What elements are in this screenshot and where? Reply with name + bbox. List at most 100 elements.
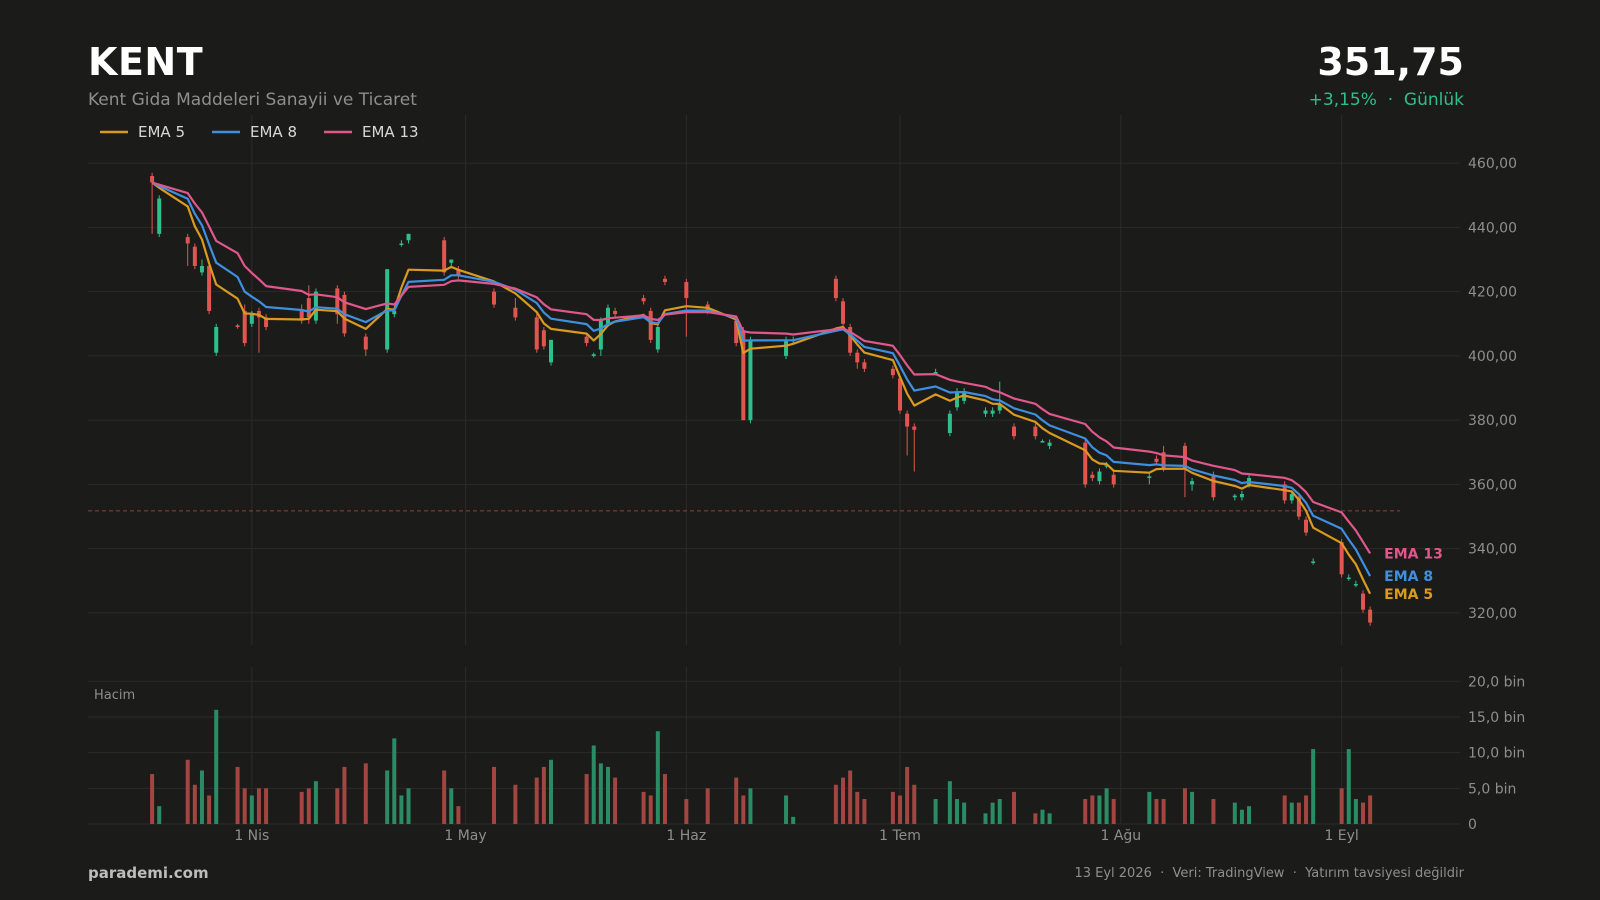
volume-bar: [1346, 749, 1351, 824]
volume-bar: [662, 774, 667, 824]
volume-bar: [591, 745, 596, 824]
candle-body: [1289, 494, 1294, 501]
volume-bar: [534, 777, 539, 824]
company-name: Kent Gida Maddeleri Sanayii ve Ticaret: [88, 90, 417, 110]
candle-body: [648, 310, 653, 340]
footer-separator: ·: [1284, 866, 1306, 881]
candle-body: [442, 240, 447, 273]
volume-bar: [955, 799, 960, 824]
candle-body: [242, 310, 247, 344]
candle-body: [249, 314, 254, 324]
timeframe-label: Günlük: [1403, 90, 1464, 110]
volume-bar: [1247, 806, 1252, 824]
volume-bar: [705, 788, 710, 824]
volume-bar: [256, 788, 261, 824]
volume-bar: [1304, 795, 1309, 824]
legend-label: EMA 5: [138, 123, 185, 141]
candle-body: [734, 320, 739, 344]
time-tick-label: 1 Ağu: [1100, 828, 1141, 844]
volume-bar: [1011, 791, 1016, 824]
footer-source: Veri: TradingView: [1172, 866, 1285, 881]
ema-end-label: EMA 8: [1384, 569, 1433, 585]
volume-tick-label: 15,0 bin: [1468, 710, 1525, 726]
volume-bar: [1111, 799, 1116, 824]
candle-body: [1296, 497, 1301, 517]
candle-body: [947, 413, 952, 433]
candle-body: [185, 237, 190, 244]
volume-bar: [912, 784, 917, 824]
volume-bar: [933, 799, 938, 824]
candle-body: [1190, 481, 1195, 485]
candle-body: [1282, 484, 1287, 501]
candle-body: [513, 307, 518, 318]
volume-bar: [264, 788, 269, 824]
price-tick-label: 380,00: [1468, 413, 1517, 429]
volume-bar: [833, 784, 838, 824]
candle-body: [299, 310, 304, 321]
volume-bar: [1232, 802, 1237, 824]
volume-bar: [249, 795, 254, 824]
candle-body: [264, 317, 269, 327]
candle-body: [784, 339, 789, 356]
volume-bar: [605, 766, 610, 824]
candle-body: [335, 288, 340, 315]
ticker-symbol: KENT: [88, 40, 204, 84]
volume-bar: [748, 788, 753, 824]
candle-body: [1033, 426, 1038, 437]
candle-body: [662, 278, 667, 283]
candle-body: [1111, 474, 1116, 485]
candle-body: [534, 317, 539, 350]
candle-body: [1304, 519, 1309, 533]
candle-body: [150, 176, 155, 183]
ema5-line: [151, 181, 1372, 595]
volume-bar: [1182, 788, 1187, 824]
volume-bar: [841, 777, 846, 824]
candle-body: [1353, 583, 1358, 586]
volume-bar: [1311, 749, 1316, 824]
volume-bar: [1211, 799, 1216, 824]
candle-body: [862, 362, 867, 369]
volume-bar: [947, 781, 952, 824]
volume-bar: [1361, 802, 1366, 824]
footer-date: 13 Eyl 2026: [1074, 866, 1152, 881]
candle-body: [1368, 609, 1373, 623]
volume-bar: [791, 816, 796, 824]
volume-bar: [392, 738, 397, 824]
volume-bar: [962, 802, 967, 824]
volume-bar: [997, 799, 1002, 824]
volume-bar: [335, 788, 340, 824]
ema-end-label: EMA 13: [1384, 546, 1443, 562]
volume-tick-label: 20,0 bin: [1468, 674, 1525, 690]
volume-bar: [185, 759, 190, 824]
volume-bar: [342, 766, 347, 824]
volume-bar: [235, 766, 240, 824]
candle-body: [1161, 452, 1166, 469]
volume-bar: [734, 777, 739, 824]
volume-bar: [157, 806, 162, 824]
candle-body: [235, 325, 240, 327]
volume-bar: [741, 795, 746, 824]
volume-bar: [399, 795, 404, 824]
time-tick-label: 1 Nis: [234, 828, 269, 844]
volume-bar: [449, 788, 454, 824]
candle-body: [833, 278, 838, 299]
volume-bar: [199, 770, 204, 824]
footer-separator: ·: [1151, 866, 1173, 881]
candle-body: [392, 310, 397, 315]
candle-body: [399, 243, 404, 245]
candle-body: [363, 336, 368, 350]
candle-body: [613, 310, 618, 315]
candle-body: [933, 371, 938, 374]
candle-body: [997, 404, 1002, 411]
volume-tick-label: 5,0 bin: [1468, 781, 1516, 797]
volume-bar: [1353, 799, 1358, 824]
volume-bar: [905, 766, 910, 824]
candle-body: [1311, 561, 1316, 563]
volume-bar: [299, 791, 304, 824]
candle-body: [306, 298, 311, 318]
volume-bar: [541, 766, 546, 824]
candle-body: [591, 354, 596, 356]
candle-body: [584, 336, 589, 344]
